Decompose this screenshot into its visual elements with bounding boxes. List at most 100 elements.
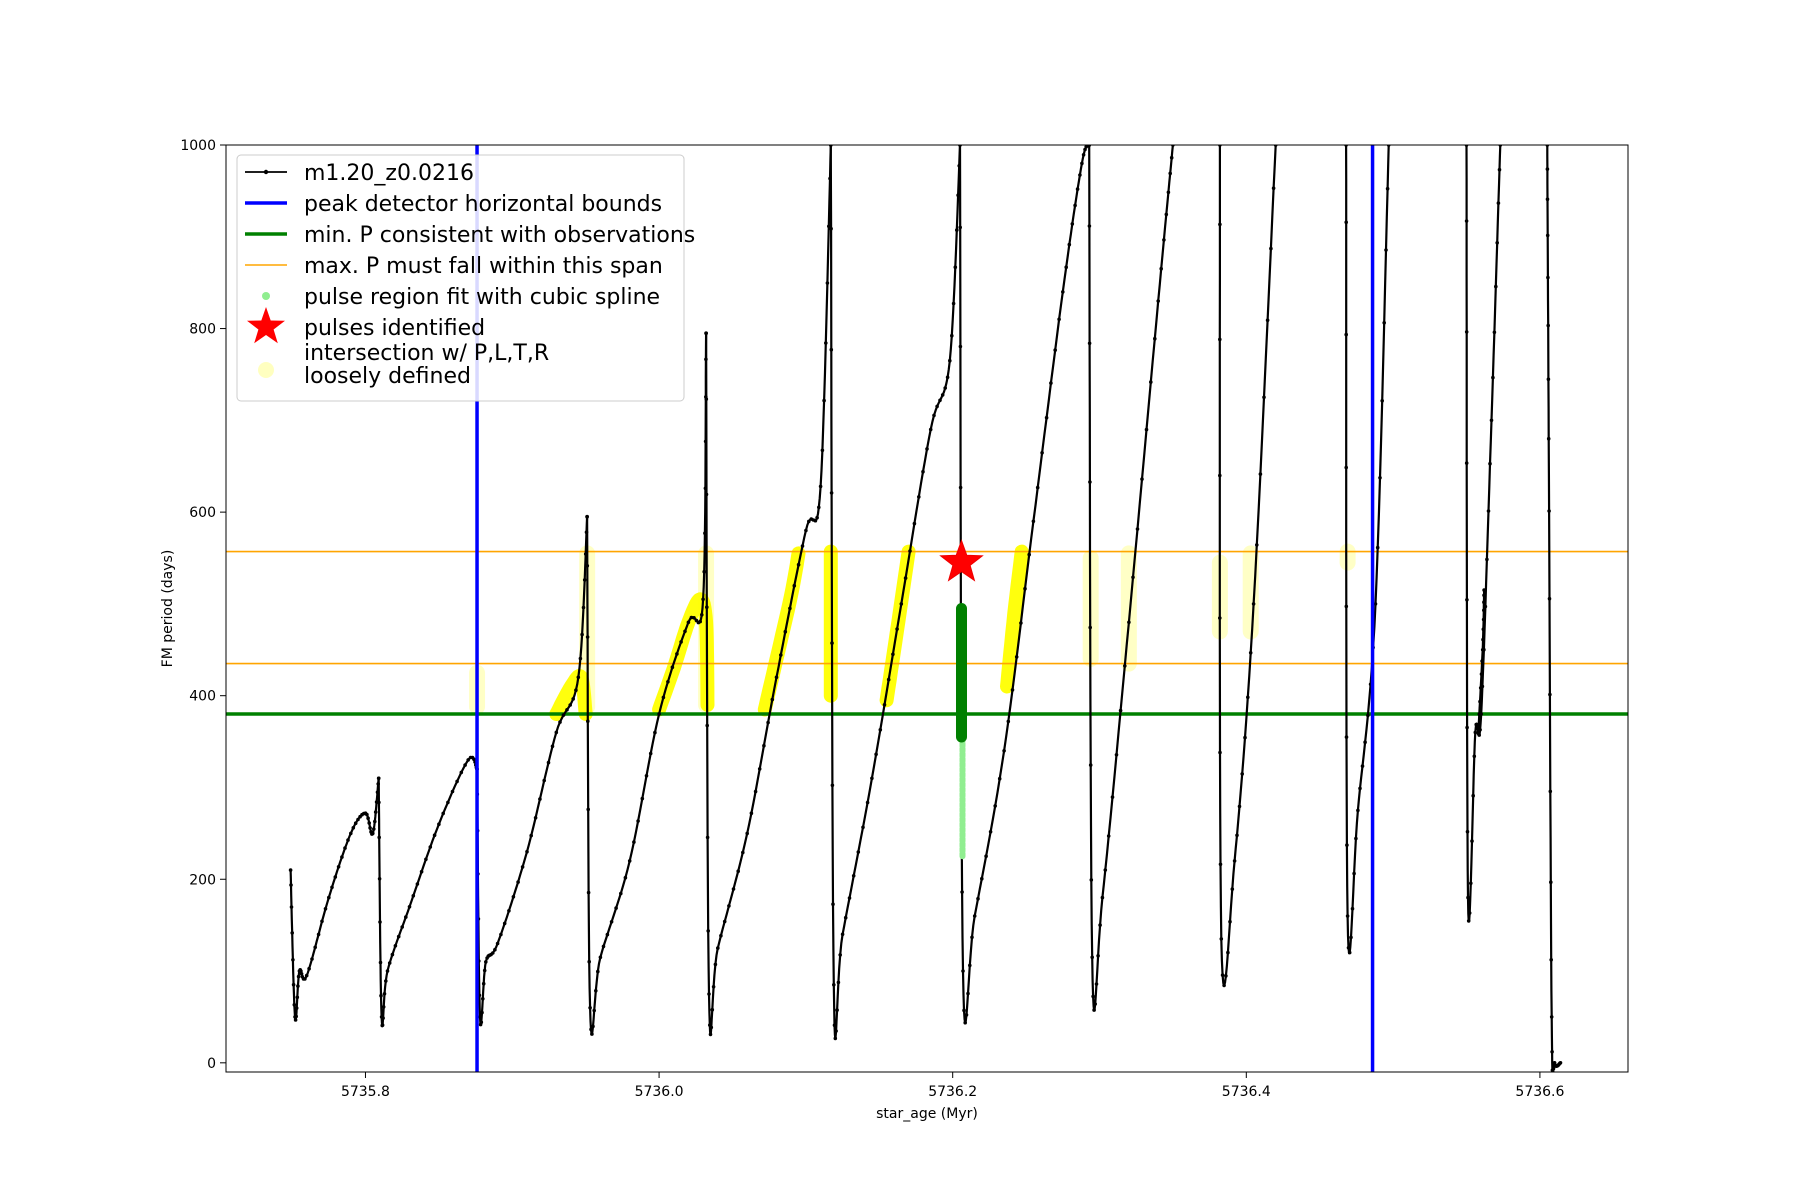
series-point bbox=[745, 831, 749, 836]
series-point bbox=[376, 776, 381, 781]
series-point bbox=[377, 877, 382, 881]
series-point bbox=[1545, 233, 1550, 238]
series-point bbox=[481, 997, 485, 1001]
series-point bbox=[1088, 763, 1093, 767]
series-markers-1 bbox=[376, 755, 479, 1028]
series-point bbox=[353, 821, 358, 825]
series-point bbox=[379, 993, 383, 998]
series-point bbox=[571, 697, 575, 701]
series-segment-10 bbox=[1465, 145, 1502, 922]
series-point bbox=[619, 891, 623, 896]
series-point bbox=[1480, 648, 1485, 652]
series-point bbox=[1168, 171, 1172, 176]
series-point bbox=[1547, 596, 1552, 601]
series-point bbox=[1218, 337, 1222, 342]
series-point bbox=[830, 641, 834, 645]
series-point bbox=[1226, 950, 1230, 955]
series-point bbox=[886, 677, 891, 682]
series-point bbox=[970, 935, 974, 940]
series-point bbox=[1549, 880, 1553, 884]
series-point bbox=[1486, 509, 1491, 513]
series-point bbox=[446, 800, 450, 805]
series-point bbox=[1149, 380, 1153, 384]
series-point bbox=[1164, 212, 1169, 217]
series-point bbox=[1159, 266, 1163, 271]
series-point bbox=[1092, 1008, 1096, 1012]
series-point bbox=[294, 1006, 299, 1010]
series-point bbox=[349, 831, 353, 836]
series-markers-12 bbox=[1545, 145, 1563, 1072]
series-point bbox=[1471, 793, 1475, 798]
series-point bbox=[1480, 659, 1484, 663]
series-point bbox=[963, 1020, 967, 1025]
series-point bbox=[1255, 543, 1259, 547]
series-point bbox=[1546, 323, 1550, 328]
series-point bbox=[546, 760, 551, 765]
series-point bbox=[542, 778, 546, 783]
series-segment-1 bbox=[377, 756, 478, 1028]
series-point bbox=[1265, 318, 1270, 323]
series-point bbox=[948, 358, 952, 363]
series-point bbox=[291, 982, 296, 987]
series-point bbox=[1103, 868, 1108, 872]
series-point bbox=[605, 932, 610, 937]
series-segment-7 bbox=[1088, 145, 1174, 1012]
series-point bbox=[299, 969, 303, 973]
series-point bbox=[1131, 575, 1135, 580]
series-point bbox=[1382, 321, 1386, 325]
series-point bbox=[822, 398, 826, 403]
series-point bbox=[675, 652, 679, 656]
series-point bbox=[895, 627, 899, 631]
series-point bbox=[741, 850, 745, 855]
series-point bbox=[484, 960, 488, 964]
series-segment-3 bbox=[586, 333, 708, 1036]
series-point bbox=[367, 821, 372, 825]
series-point bbox=[1240, 772, 1244, 776]
series-point bbox=[657, 712, 661, 716]
series-point bbox=[1494, 284, 1498, 289]
x-tick-label: 5736.2 bbox=[928, 1084, 977, 1100]
series-point bbox=[316, 932, 321, 937]
series-point bbox=[834, 1029, 838, 1033]
series-point bbox=[953, 265, 958, 270]
series-point bbox=[578, 656, 583, 661]
series-point bbox=[1031, 519, 1036, 524]
series-point bbox=[820, 448, 825, 453]
x-tick-label: 5735.8 bbox=[341, 1084, 390, 1100]
pulse-star-0 bbox=[939, 539, 984, 582]
series-point bbox=[1478, 699, 1482, 704]
series-point bbox=[1014, 655, 1019, 659]
horizontal-lines-layer bbox=[226, 550, 1628, 716]
series-point bbox=[1061, 290, 1065, 294]
series-point bbox=[1363, 740, 1367, 744]
series-point bbox=[627, 859, 632, 863]
series-point bbox=[511, 895, 516, 899]
series-point bbox=[1558, 1061, 1563, 1065]
series-point bbox=[719, 933, 723, 938]
series-point bbox=[644, 774, 649, 778]
series-point bbox=[1549, 1015, 1554, 1019]
legend-label: m1.20_z0.0216 bbox=[304, 161, 474, 186]
legend-marker bbox=[258, 362, 274, 378]
series-point bbox=[1548, 692, 1552, 697]
series-point bbox=[1093, 1002, 1097, 1006]
series-point bbox=[1228, 919, 1232, 924]
series-point bbox=[561, 713, 566, 717]
series-point bbox=[1088, 480, 1092, 484]
legend-label: pulses identified bbox=[304, 316, 485, 341]
series-point bbox=[1375, 545, 1380, 550]
series-point bbox=[1547, 509, 1551, 513]
y-tick-label: 1000 bbox=[180, 138, 216, 154]
series-point bbox=[1549, 958, 1553, 962]
series-point bbox=[529, 833, 533, 838]
series-point bbox=[1481, 637, 1485, 642]
plot-frame bbox=[225, 144, 1629, 1073]
series-point bbox=[596, 969, 600, 974]
series-point bbox=[1470, 839, 1474, 843]
series-point bbox=[960, 890, 964, 894]
series-point bbox=[466, 758, 471, 762]
series-point bbox=[1346, 946, 1351, 950]
series-point bbox=[700, 613, 704, 617]
series-point bbox=[955, 228, 959, 232]
